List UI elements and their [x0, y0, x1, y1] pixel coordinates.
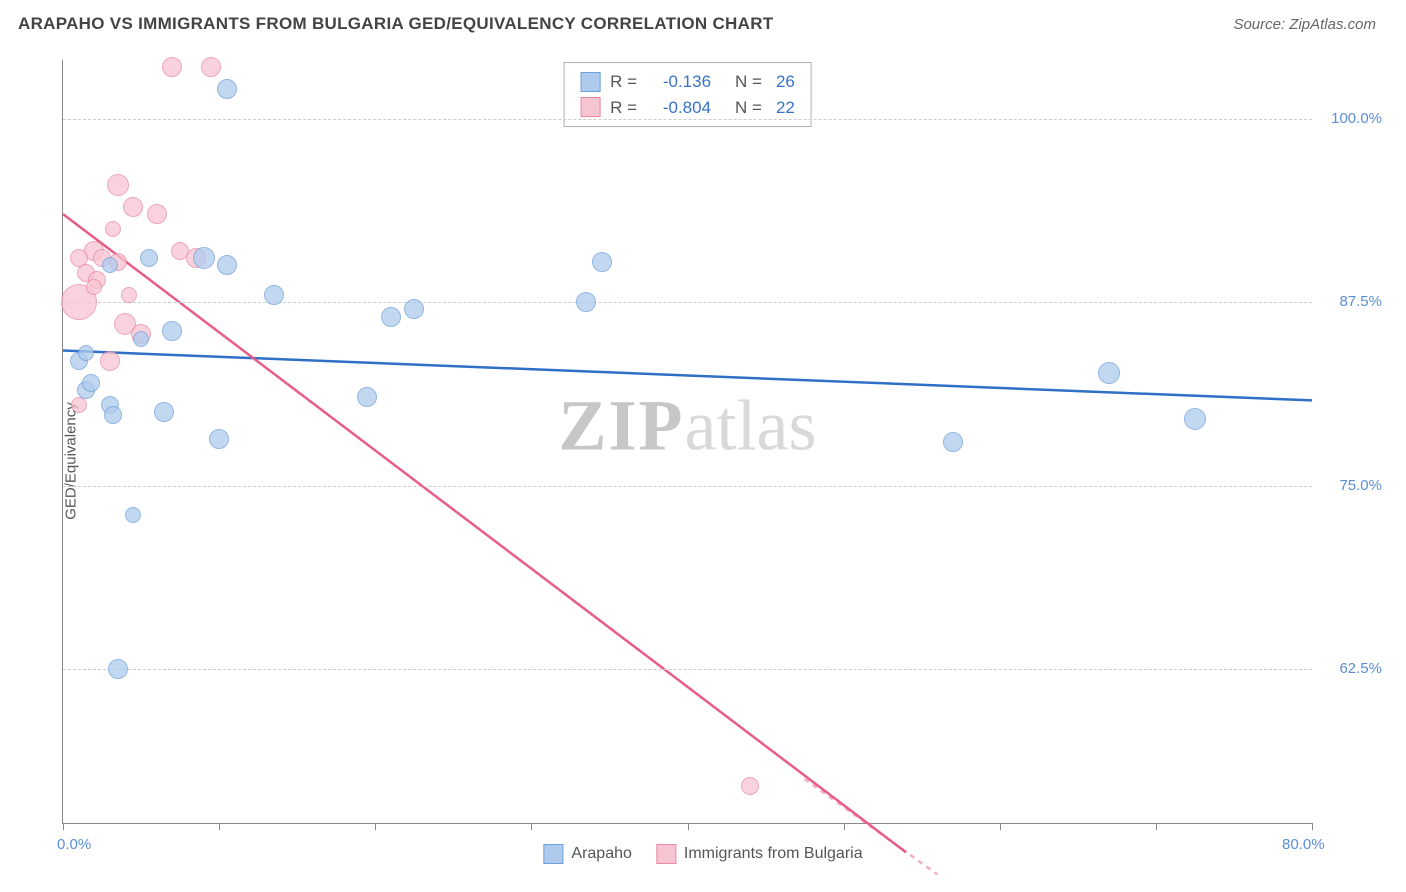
scatter-point	[104, 406, 122, 424]
legend-swatch	[543, 844, 563, 864]
y-tick-label: 87.5%	[1339, 293, 1382, 310]
scatter-point	[264, 285, 284, 305]
stats-row: R = -0.136 N = 26	[580, 69, 795, 95]
scatter-point	[147, 204, 167, 224]
scatter-point	[71, 397, 87, 413]
scatter-point	[217, 79, 237, 99]
scatter-point	[108, 659, 128, 679]
scatter-point	[78, 345, 94, 361]
gridline	[63, 486, 1312, 487]
scatter-point	[357, 387, 377, 407]
scatter-point	[162, 321, 182, 341]
scatter-point	[193, 247, 215, 269]
legend-label: Arapaho	[571, 845, 632, 863]
legend-swatch	[656, 844, 676, 864]
y-tick-label: 100.0%	[1331, 110, 1382, 127]
scatter-point	[82, 374, 100, 392]
x-tick	[688, 823, 689, 830]
watermark-thin: atlas	[685, 386, 817, 466]
correlation-stats-box: R = -0.136 N = 26 R = -0.804 N = 22	[563, 62, 812, 127]
scatter-point	[100, 351, 120, 371]
watermark: ZIPatlas	[559, 385, 817, 468]
chart-container: GED/Equivalency ZIPatlas R =-0.136N =26R…	[18, 48, 1388, 874]
source-label: Source: ZipAtlas.com	[1233, 16, 1376, 33]
n-value: 22	[776, 95, 795, 121]
r-label: R =	[610, 69, 637, 95]
scatter-point	[154, 402, 174, 422]
x-tick	[531, 823, 532, 830]
x-tick-label: 0.0%	[57, 836, 91, 853]
scatter-point	[123, 197, 143, 217]
x-tick	[1312, 823, 1313, 830]
n-label: N =	[735, 95, 762, 121]
n-label: N =	[735, 69, 762, 95]
scatter-point	[102, 257, 118, 273]
gridline	[63, 119, 1312, 120]
chart-title: ARAPAHO VS IMMIGRANTS FROM BULGARIA GED/…	[18, 14, 773, 34]
stats-row: R = -0.804 N = 22	[580, 95, 795, 121]
legend-bottom: Arapaho Immigrants from Bulgaria	[543, 844, 862, 864]
r-value: -0.136	[651, 69, 711, 95]
plot-area: ZIPatlas R =-0.136N =26R =-0.804N =22 62…	[62, 60, 1312, 824]
scatter-point	[404, 299, 424, 319]
scatter-point	[125, 507, 141, 523]
x-tick	[219, 823, 220, 830]
x-tick	[63, 823, 64, 830]
scatter-point	[201, 57, 221, 77]
legend-item: Arapaho	[543, 844, 632, 864]
y-tick-label: 62.5%	[1339, 660, 1382, 677]
trend-lines	[63, 60, 1312, 823]
scatter-point	[86, 279, 102, 295]
scatter-point	[133, 331, 149, 347]
scatter-point	[140, 249, 158, 267]
scatter-point	[162, 57, 182, 77]
watermark-bold: ZIP	[559, 386, 685, 466]
scatter-point	[1098, 362, 1120, 384]
gridline	[63, 302, 1312, 303]
x-tick	[375, 823, 376, 830]
y-tick-label: 75.0%	[1339, 477, 1382, 494]
scatter-point	[741, 777, 759, 795]
legend-item: Immigrants from Bulgaria	[656, 844, 863, 864]
scatter-point	[592, 252, 612, 272]
series-swatch	[580, 72, 600, 92]
x-tick	[844, 823, 845, 830]
scatter-point	[209, 429, 229, 449]
scatter-point	[217, 255, 237, 275]
r-value: -0.804	[651, 95, 711, 121]
series-swatch	[580, 97, 600, 117]
scatter-point	[107, 174, 129, 196]
scatter-point	[121, 287, 137, 303]
scatter-point	[1184, 408, 1206, 430]
r-label: R =	[610, 95, 637, 121]
scatter-point	[576, 292, 596, 312]
scatter-point	[105, 221, 121, 237]
x-tick	[1156, 823, 1157, 830]
x-tick	[1000, 823, 1001, 830]
scatter-point	[943, 432, 963, 452]
gridline	[63, 669, 1312, 670]
chart-header: ARAPAHO VS IMMIGRANTS FROM BULGARIA GED/…	[0, 0, 1406, 42]
x-tick-label: 80.0%	[1282, 836, 1325, 853]
scatter-point	[381, 307, 401, 327]
legend-label: Immigrants from Bulgaria	[684, 845, 863, 863]
n-value: 26	[776, 69, 795, 95]
